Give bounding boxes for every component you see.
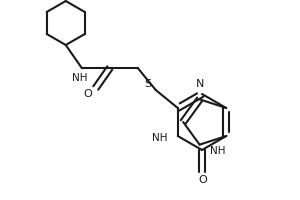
Text: NH: NH [210,146,225,156]
Text: NH: NH [152,133,168,143]
Text: O: O [199,175,207,185]
Text: NH: NH [72,73,88,83]
Text: O: O [83,89,92,99]
Text: N: N [196,79,204,89]
Text: S: S [144,79,151,89]
